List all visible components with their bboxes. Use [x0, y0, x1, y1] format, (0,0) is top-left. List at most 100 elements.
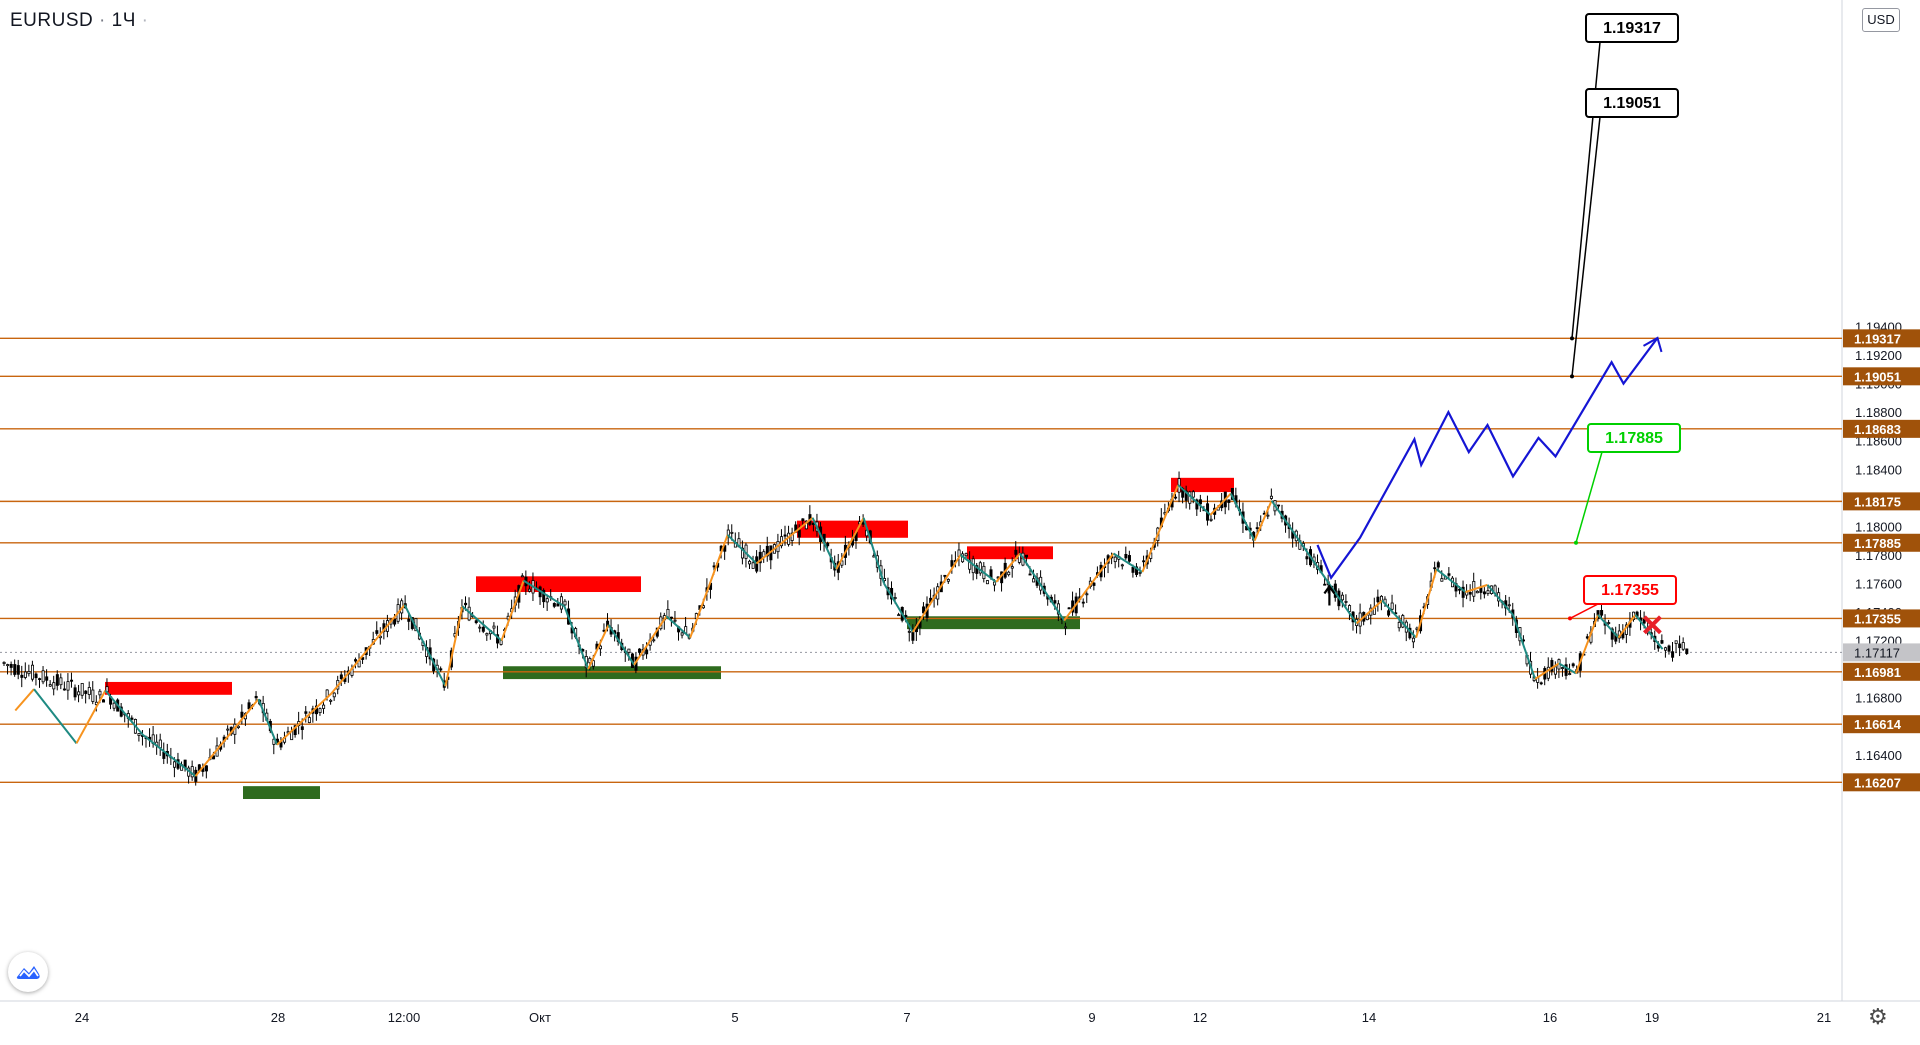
candle-body — [1184, 490, 1188, 501]
candle-body — [1440, 578, 1444, 582]
candle-body — [804, 520, 808, 530]
price-callout: 1.17355 — [1568, 575, 1677, 621]
candle-body — [1227, 499, 1231, 503]
cross-icon — [1642, 615, 1662, 635]
candle-body — [1607, 622, 1611, 624]
zigzag-up-segment — [330, 604, 406, 695]
candle-body — [1660, 640, 1664, 644]
zigzag-up-segment — [1141, 484, 1180, 573]
candle-body — [673, 619, 677, 622]
callout-box — [1583, 575, 1677, 605]
zigzag-up-segment — [1415, 568, 1438, 638]
zigzag-up-segment — [1465, 583, 1488, 593]
candle-body — [1135, 566, 1139, 575]
candle-body — [893, 597, 897, 599]
candle-body — [1671, 651, 1675, 658]
forecast-arrowhead — [1643, 336, 1663, 353]
zigzag-down-segment — [1597, 614, 1620, 639]
candle-body — [1571, 663, 1575, 667]
candle-body — [1064, 626, 1068, 629]
time-tick-label: 5 — [731, 1010, 738, 1025]
current-price-label: 1.17117 — [1854, 645, 1900, 660]
candle-body — [9, 663, 13, 668]
candle-body — [670, 616, 674, 619]
candle-body — [300, 726, 304, 730]
candle-body — [172, 761, 176, 768]
candle-body — [339, 674, 343, 680]
level-price-badge — [1843, 609, 1920, 628]
candle-body — [1344, 600, 1348, 603]
candle-body — [1486, 590, 1490, 595]
candle-body — [1127, 555, 1131, 562]
candle-body — [13, 664, 17, 675]
candle-body — [23, 671, 27, 678]
price-callout: 1.19051 — [1570, 88, 1679, 379]
symbol-legend[interactable]: EURUSD · 1Ч · — [10, 10, 149, 31]
candle-body — [1120, 564, 1124, 567]
time-tick-label: 14 — [1362, 1010, 1376, 1025]
candle-body — [393, 618, 397, 625]
candle-body — [1397, 621, 1401, 629]
candle-body — [130, 717, 134, 720]
zigzag-down-segment — [1512, 614, 1537, 680]
gear-icon[interactable]: ⚙ — [1868, 1004, 1888, 1029]
candle-body — [1209, 518, 1213, 521]
time-tick-label: 7 — [903, 1010, 910, 1025]
candle-body — [911, 628, 915, 641]
zigzag-up-segment — [587, 624, 610, 670]
candle-body — [73, 687, 77, 698]
candle-body — [1568, 673, 1572, 675]
candle-body — [599, 645, 603, 650]
zigzag-down-segment — [1558, 662, 1577, 675]
candle-body — [1348, 605, 1352, 612]
candle-body — [62, 688, 66, 691]
candle-body — [520, 575, 524, 578]
candle-body — [1436, 562, 1440, 568]
arrow-up-icon — [1323, 584, 1336, 606]
candle-body — [1561, 667, 1565, 669]
zigzag-up-segment — [75, 690, 107, 744]
candle-body — [1479, 587, 1483, 593]
candle-body — [27, 670, 31, 675]
candle-body — [861, 522, 865, 525]
callout-box — [1585, 13, 1679, 43]
zigzag-up-segment — [14, 688, 35, 712]
candle-body — [1596, 610, 1600, 620]
currency-badge[interactable]: USD — [1862, 8, 1900, 32]
candle-body — [1081, 601, 1085, 604]
candle-body — [975, 565, 979, 574]
symbol-name: EURUSD — [10, 10, 94, 31]
zigzag-down-segment — [811, 517, 838, 570]
candle-body — [1387, 610, 1391, 616]
price-callout: 1.17885 — [1574, 423, 1681, 545]
candle-body — [1255, 527, 1259, 530]
resistance-zone — [1171, 477, 1234, 493]
zigzag-up-segment — [444, 606, 464, 687]
candle-body — [1550, 660, 1554, 672]
candle-body — [993, 581, 997, 586]
candle-body — [318, 708, 322, 714]
candle-body — [943, 574, 947, 577]
candle-body — [84, 690, 88, 694]
zigzag-up-segment — [755, 517, 814, 565]
support-zone — [907, 616, 1080, 630]
candle-body — [1323, 583, 1327, 586]
time-tick-label: 19 — [1645, 1010, 1659, 1025]
tradingview-logo[interactable] — [8, 952, 48, 992]
candle-body — [1025, 554, 1029, 558]
candle-body — [254, 695, 258, 699]
candle-body — [542, 589, 546, 603]
zigzag-down-segment — [33, 688, 78, 744]
candle-body — [1010, 566, 1014, 569]
candle-body — [226, 728, 230, 731]
zigzag-down-segment — [257, 698, 279, 746]
time-tick-label: 12:00 — [388, 1010, 421, 1025]
candle-body — [968, 559, 972, 570]
candle-body — [741, 547, 745, 559]
candle-body — [1546, 666, 1550, 679]
candle-body — [162, 751, 166, 759]
price-tick-label: 1.18400 — [1855, 462, 1902, 477]
